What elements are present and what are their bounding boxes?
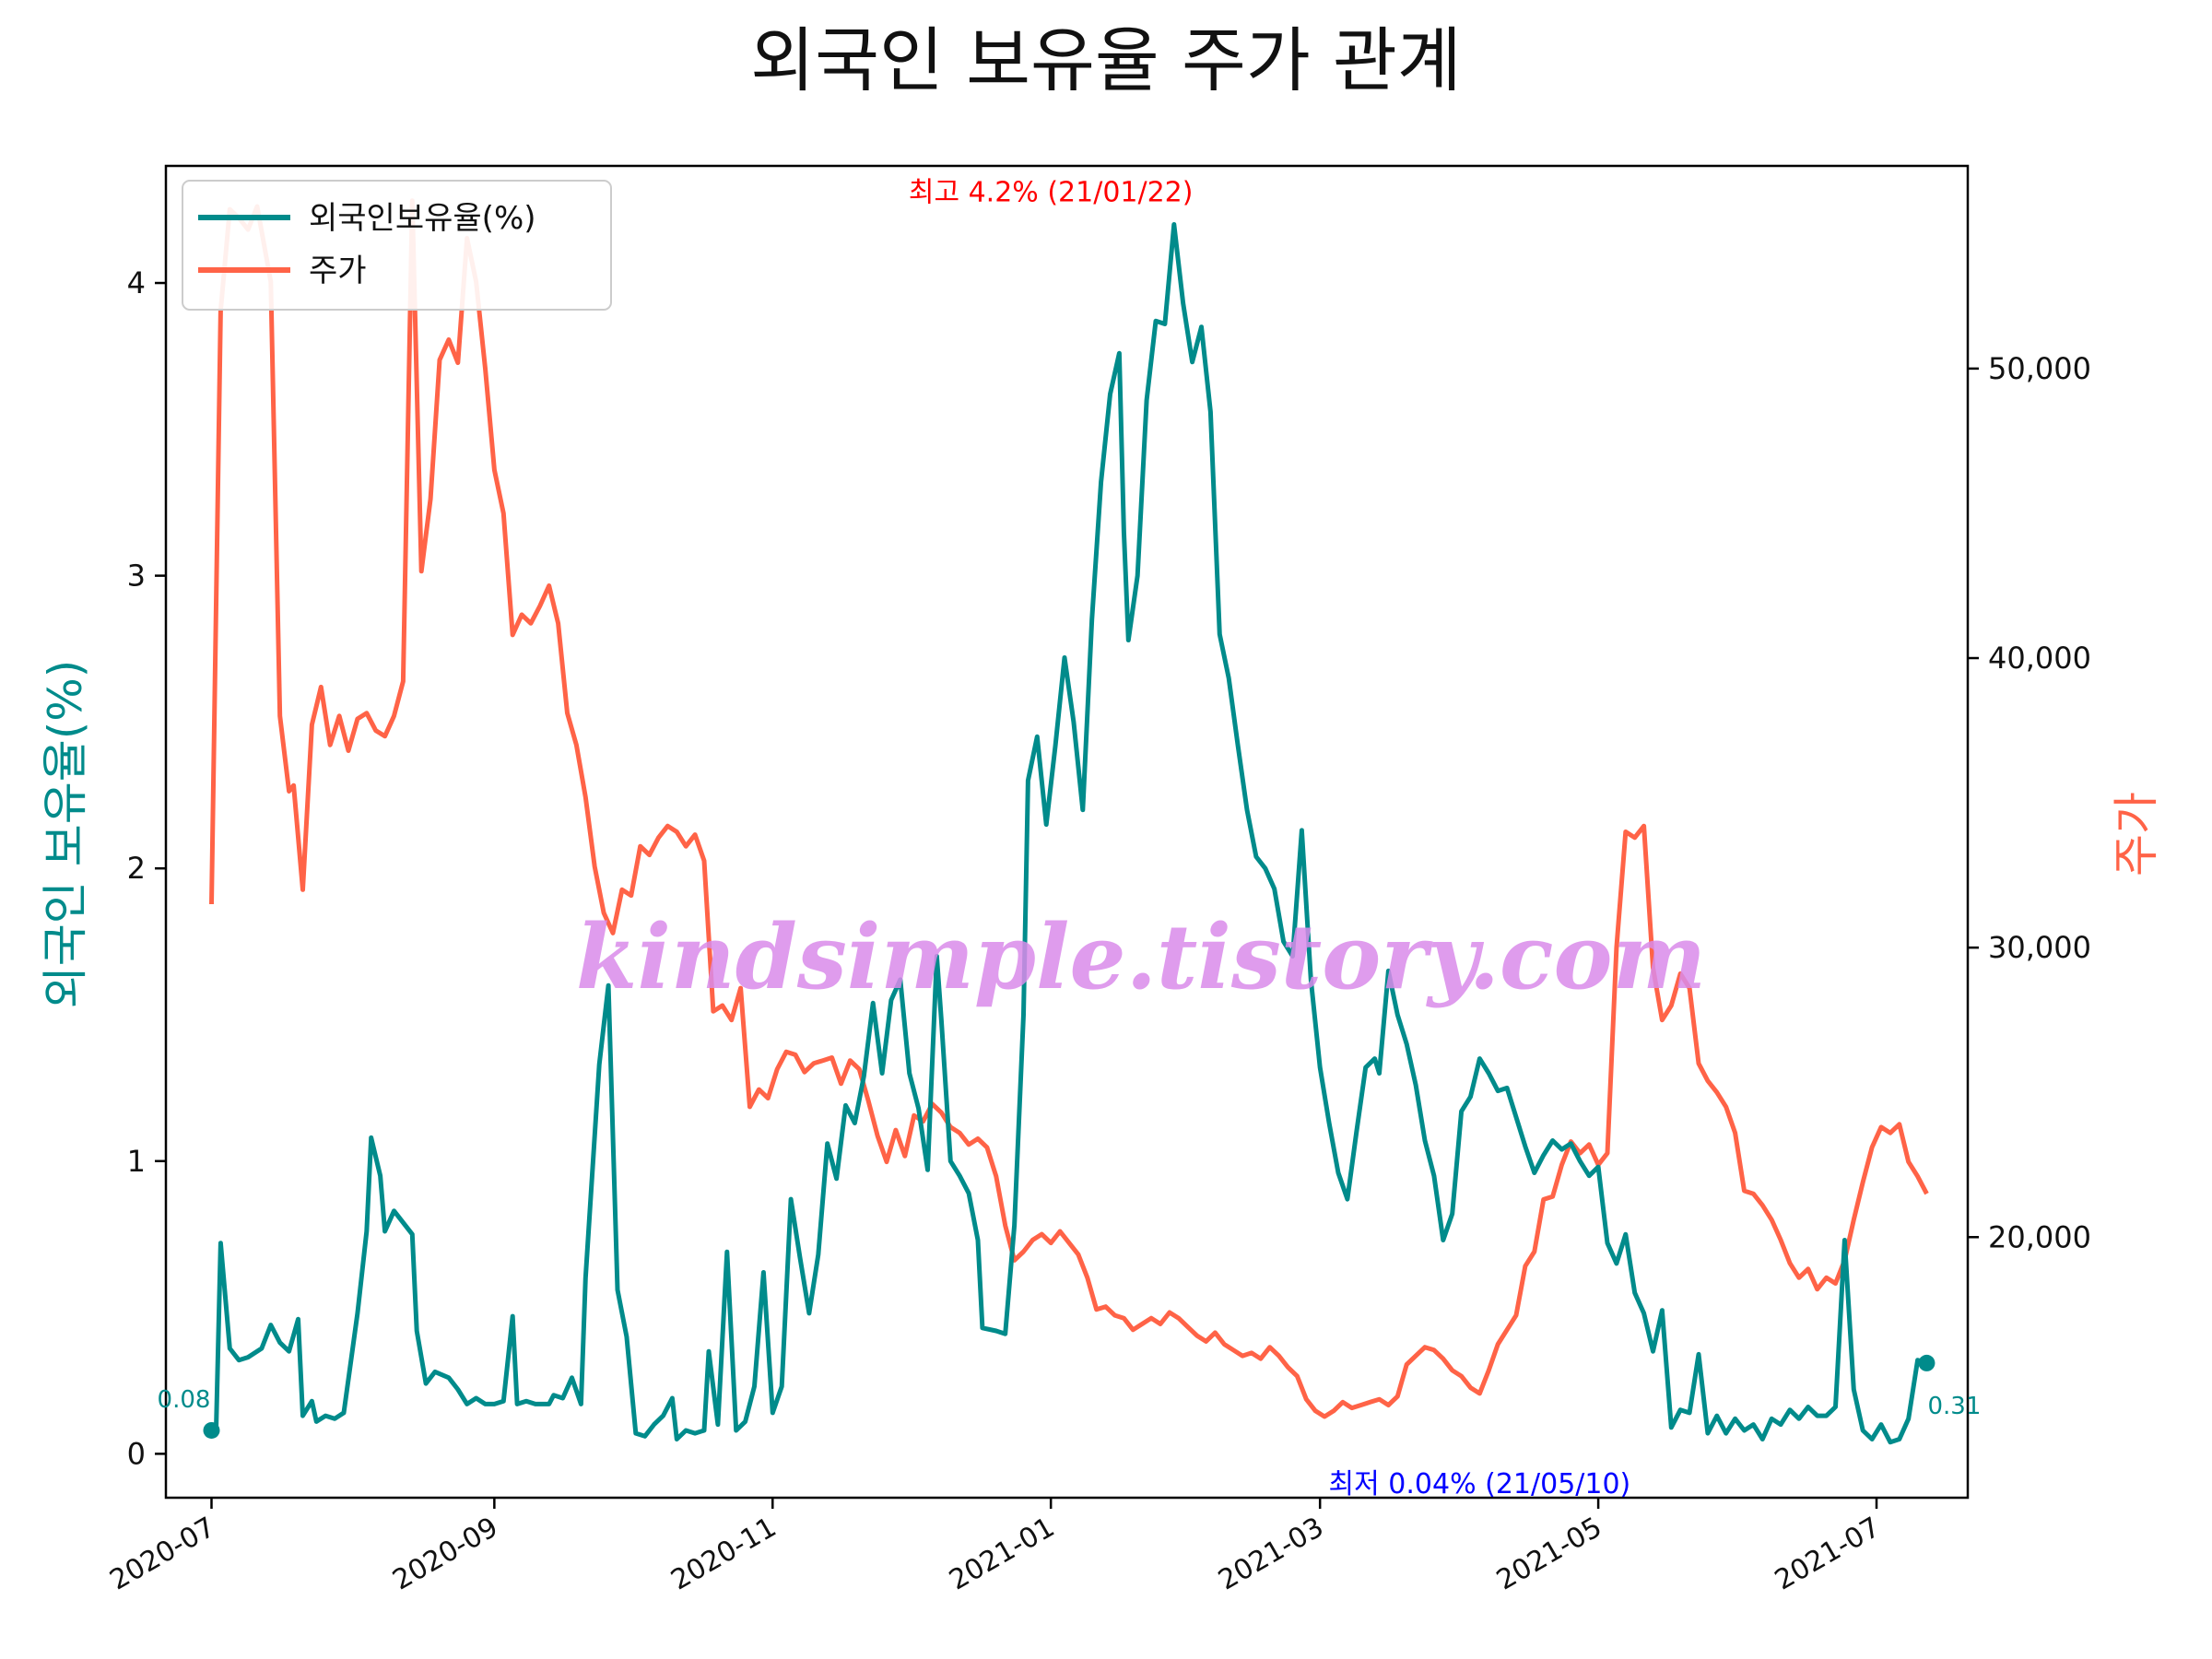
x-tick-label: 2020-07 [104, 1512, 220, 1597]
x-tick-label: 2020-11 [665, 1512, 782, 1597]
max-annotation: 최고 4.2% (21/01/22) [909, 177, 1194, 209]
y-left-tick-label: 2 [127, 851, 146, 886]
x-tick-label: 2021-05 [1491, 1512, 1607, 1597]
y-left-tick-label: 1 [127, 1144, 146, 1179]
x-tick-label: 2021-03 [1213, 1512, 1329, 1597]
y-right-tick-label: 50,000 [1988, 351, 2091, 386]
y-axis-right-ticks: 20,000 30,000 40,000 50,000 [1968, 351, 2091, 1254]
x-tick-label: 2021-01 [944, 1512, 1060, 1597]
x-axis-ticks: 2020-07 2020-09 2020-11 2021-01 2021-03 2021-… [104, 1498, 1886, 1597]
y-axis-label-right: 주가 [2110, 792, 2163, 877]
chart-title: 외국인 보유율 주가 관계 [750, 19, 1462, 101]
x-tick-label: 2021-07 [1770, 1512, 1886, 1597]
legend: 외국인보유율(%) 주가 [182, 180, 612, 311]
end-value-label: 0.31 [1928, 1393, 1982, 1420]
legend-label-holding: 외국인보유율(%) [309, 200, 536, 237]
y-left-tick-label: 4 [127, 265, 146, 300]
y-left-tick-label: 0 [127, 1436, 146, 1471]
y-right-tick-label: 30,000 [1988, 930, 2091, 965]
watermark-text: kindsimple.tistory.com [576, 905, 1706, 1009]
y-left-tick-label: 3 [127, 559, 146, 594]
y-right-tick-label: 40,000 [1988, 641, 2091, 676]
y-axis-label-left: 외국인 보유율(%) [39, 660, 92, 1008]
min-annotation: 최저 0.04% (21/05/10) [1329, 1468, 1631, 1500]
legend-label-price: 주가 [309, 253, 367, 289]
plot-frame [164, 164, 1970, 1500]
start-point-marker [203, 1421, 220, 1439]
series-line-holding [210, 222, 1928, 1445]
y-right-tick-label: 20,000 [1988, 1219, 2091, 1254]
start-value-label: 0.08 [158, 1386, 211, 1414]
series-line-price [209, 198, 1929, 1419]
x-tick-label: 2020-09 [387, 1512, 503, 1597]
y-axis-left-ticks: 0 1 2 3 4 [127, 265, 166, 1471]
legend-box [182, 180, 612, 311]
end-point-marker [1918, 1354, 1936, 1371]
